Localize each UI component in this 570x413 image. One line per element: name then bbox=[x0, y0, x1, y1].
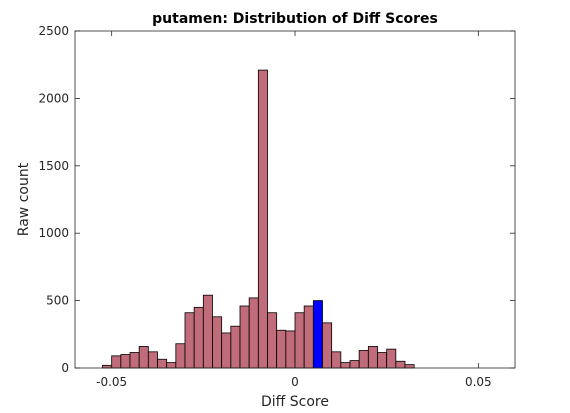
y-axis-label: Raw count bbox=[16, 162, 32, 236]
histogram-bar bbox=[257, 69, 268, 369]
histogram-bar bbox=[377, 352, 388, 369]
x-tick-label: -0.05 bbox=[96, 375, 127, 389]
histogram-bar bbox=[404, 364, 415, 369]
histogram-bar bbox=[395, 360, 406, 369]
y-tick-label: 2000 bbox=[38, 91, 69, 105]
histogram-bar bbox=[221, 332, 232, 369]
histogram-bar bbox=[331, 351, 342, 369]
histogram-bar bbox=[111, 355, 122, 369]
histogram-bar bbox=[157, 358, 168, 369]
y-tick-label: 0 bbox=[61, 361, 69, 375]
histogram-bar bbox=[166, 362, 177, 369]
histogram-bar bbox=[322, 322, 333, 369]
histogram-bar bbox=[175, 343, 186, 369]
histogram-bar bbox=[294, 312, 305, 369]
histogram-bar bbox=[193, 306, 204, 369]
histogram-bar bbox=[147, 351, 158, 369]
x-tick-label: 0 bbox=[291, 375, 299, 389]
histogram-bar bbox=[120, 354, 131, 369]
histogram-bar bbox=[202, 294, 213, 369]
chart-title: putamen: Distribution of Diff Scores bbox=[152, 11, 438, 27]
ticks-group: -0.05 0 0.05 0 500 1000 1500 2000 2500 bbox=[38, 24, 515, 389]
y-tick-label: 2500 bbox=[38, 24, 69, 38]
histogram-bar bbox=[129, 352, 140, 369]
histogram-bar bbox=[285, 330, 296, 369]
x-tick-label: 0.05 bbox=[465, 375, 492, 389]
histogram-bar bbox=[340, 362, 351, 369]
histogram-bar bbox=[367, 346, 378, 369]
x-axis-label: Diff Score bbox=[261, 394, 329, 410]
histogram-bar bbox=[358, 350, 369, 369]
histogram-bar bbox=[276, 329, 287, 369]
histogram-bar bbox=[386, 348, 397, 369]
histogram-bar bbox=[212, 316, 223, 369]
histogram-bar bbox=[349, 360, 360, 369]
histogram-bar bbox=[102, 364, 113, 369]
histogram-bar bbox=[267, 312, 278, 369]
y-tick-label: 500 bbox=[46, 294, 69, 308]
histogram-bar-highlight bbox=[312, 300, 323, 369]
y-tick-label: 1000 bbox=[38, 226, 69, 240]
histogram-bar bbox=[239, 305, 250, 369]
histogram-bar bbox=[230, 325, 241, 369]
bars-group bbox=[102, 69, 415, 369]
y-tick-label: 1500 bbox=[38, 159, 69, 173]
histogram-bar bbox=[303, 305, 314, 369]
histogram-bar bbox=[138, 346, 149, 369]
histogram-bar bbox=[248, 297, 259, 369]
histogram-bar bbox=[184, 312, 195, 369]
